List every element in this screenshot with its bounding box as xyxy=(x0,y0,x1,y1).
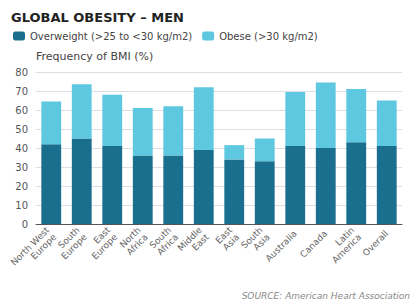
svg-text:GLOBAL OBESITY – MEN: GLOBAL OBESITY – MEN xyxy=(11,10,184,25)
svg-text:East: East xyxy=(213,224,235,246)
svg-text:East: East xyxy=(190,232,211,253)
svg-text:North: North xyxy=(117,224,143,250)
svg-text:Australia: Australia xyxy=(264,228,299,263)
svg-text:Middle: Middle xyxy=(175,224,204,253)
svg-text:0: 0 xyxy=(22,219,28,230)
svg-text:South: South xyxy=(56,224,82,251)
svg-text:40: 40 xyxy=(15,143,28,154)
svg-text:Overweight (>25 to <30 kg/m2): Overweight (>25 to <30 kg/m2) xyxy=(30,31,192,42)
svg-text:20: 20 xyxy=(15,181,28,192)
svg-text:50: 50 xyxy=(15,124,28,135)
svg-text:60: 60 xyxy=(15,105,28,116)
svg-text:80: 80 xyxy=(15,67,28,78)
svg-text:10: 10 xyxy=(15,200,28,211)
svg-text:Frequency of BMI (%): Frequency of BMI (%) xyxy=(36,50,153,63)
svg-text:Obese (>30 kg/m2): Obese (>30 kg/m2) xyxy=(219,31,318,42)
svg-text:Europe: Europe xyxy=(29,232,59,262)
svg-text:Africa: Africa xyxy=(125,232,150,257)
svg-text:Canada: Canada xyxy=(298,228,329,259)
svg-text:Latin: Latin xyxy=(333,224,357,248)
svg-text:30: 30 xyxy=(15,162,28,173)
svg-text:Asia: Asia xyxy=(221,232,241,252)
svg-text:America: America xyxy=(330,232,363,265)
svg-text:70: 70 xyxy=(15,86,28,97)
svg-text:North West: North West xyxy=(8,224,52,268)
svg-text:Overall: Overall xyxy=(361,228,391,258)
svg-text:East: East xyxy=(91,224,113,246)
svg-text:SOURCE: American Heart Associa: SOURCE: American Heart Association xyxy=(242,291,411,301)
svg-text:Europe: Europe xyxy=(59,232,89,262)
svg-text:South: South xyxy=(147,224,174,251)
svg-text:Africa: Africa xyxy=(155,232,181,258)
svg-text:Asia: Asia xyxy=(251,232,271,252)
svg-text:South: South xyxy=(239,224,265,251)
svg-text:Europe: Europe xyxy=(90,232,120,262)
